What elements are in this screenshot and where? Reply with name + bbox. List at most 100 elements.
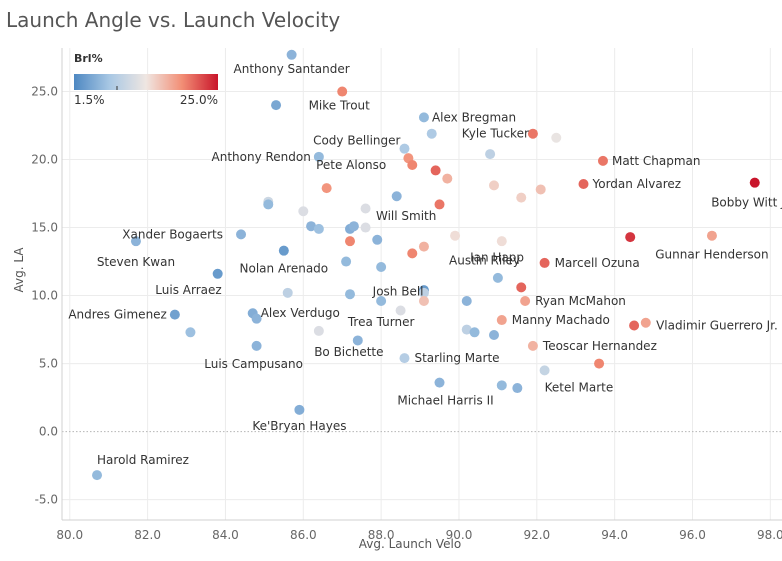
x-tick-label: 94.0 (601, 528, 628, 542)
data-point (434, 377, 445, 388)
point-label: Ketel Marte (545, 380, 614, 394)
data-point (345, 236, 355, 247)
data-point (418, 296, 429, 307)
data-point (130, 236, 141, 247)
point-label: Anthony Santander (234, 62, 350, 76)
color-legend: Brl% 1.5% 25.0% (74, 52, 218, 107)
data-point (706, 230, 717, 241)
point-label: Andres Gimenez (68, 308, 167, 322)
point-labels: Anthony Santander Mike Trout Alex Bregman K… (68, 62, 782, 467)
data-point (376, 296, 387, 307)
x-tick-label: 98.0 (757, 528, 782, 542)
point-label: Luis Campusano (204, 357, 303, 371)
data-point (496, 315, 507, 326)
point-label: Nolan Arenado (240, 262, 329, 276)
grid (61, 48, 782, 521)
data-point (263, 199, 274, 210)
point-label: Kyle Tucker (462, 127, 529, 141)
x-tick-label: 84.0 (212, 528, 239, 542)
y-tick-label: 25.0 (31, 85, 58, 99)
data-point (578, 179, 589, 190)
data-point (298, 206, 309, 217)
data-point (360, 222, 371, 233)
legend-color-ramp (74, 74, 218, 90)
x-tick-label: 92.0 (523, 528, 550, 542)
point-label: Michael Harris II (397, 394, 493, 408)
data-point (278, 245, 289, 256)
data-point (352, 335, 363, 346)
point-label: Bobby Witt Jr. (711, 196, 782, 210)
data-point (489, 330, 499, 341)
y-tick-label: 5.0 (39, 357, 58, 371)
chart-title: Launch Angle vs. Launch Velocity (6, 8, 340, 32)
data-point (341, 256, 352, 267)
data-point (625, 232, 636, 243)
data-point (313, 325, 324, 336)
x-tick-label: 90.0 (446, 528, 473, 542)
data-point (597, 155, 608, 166)
data-point (516, 282, 527, 293)
data-point (395, 305, 406, 316)
data-point (629, 320, 640, 331)
data-point (434, 199, 445, 210)
axis-ticks: 80.0 82.0 84.0 86.0 88.0 90.0 92.0 94.0 96.0 98.0… (31, 85, 782, 542)
x-tick-label: 82.0 (134, 528, 161, 542)
data-point (418, 112, 429, 123)
x-tick-label: 80.0 (56, 528, 83, 542)
data-point (496, 380, 507, 391)
data-point (399, 143, 410, 154)
x-axis-title: Avg. Launch Velo (359, 537, 461, 551)
data-point (418, 287, 429, 298)
point-label: Harold Ramirez (97, 453, 189, 467)
data-point (594, 358, 605, 369)
data-point (535, 184, 546, 195)
point-label: Ian Happ (470, 251, 524, 265)
data-point (399, 353, 410, 364)
data-point (496, 236, 507, 247)
data-point (92, 470, 103, 481)
data-point (345, 289, 355, 300)
data-point (527, 340, 538, 351)
data-point (376, 261, 387, 272)
data-point (313, 223, 324, 234)
legend-title: Brl% (74, 52, 103, 65)
x-tick-label: 96.0 (679, 528, 706, 542)
data-point (212, 268, 223, 279)
point-label: Starling Marte (414, 351, 499, 365)
point-label: Josh Bell (372, 285, 424, 299)
point-label: Trea Turner (347, 315, 415, 329)
data-point (169, 309, 180, 320)
data-point (236, 229, 247, 240)
data-point (520, 296, 531, 307)
data-point (426, 128, 437, 139)
data-point (313, 151, 324, 162)
data-point (321, 183, 332, 194)
point-label: Marcell Ozuna (555, 256, 640, 270)
data-point (512, 383, 523, 394)
y-tick-label: 10.0 (31, 289, 58, 303)
x-tick-label: 86.0 (290, 528, 317, 542)
point-label: Ryan McMahon (535, 294, 626, 308)
data-point (492, 272, 503, 283)
point-label: Manny Machado (512, 313, 610, 327)
data-point (489, 180, 499, 191)
data-point (461, 324, 472, 335)
point-label: Teoscar Hernandez (542, 339, 657, 353)
data-point (407, 248, 418, 259)
data-point (251, 313, 262, 324)
data-point (539, 257, 550, 268)
data-point (337, 86, 348, 97)
y-tick-label: 20.0 (31, 153, 58, 167)
legend-min-label: 1.5% (74, 93, 105, 107)
data-point (348, 221, 359, 232)
data-point (282, 287, 293, 298)
y-tick-label: -5.0 (35, 493, 58, 507)
point-label: Mike Trout (309, 99, 371, 113)
y-axis-title: Avg. LA (12, 247, 26, 293)
x-tick-label: 88.0 (368, 528, 395, 542)
point-label: Ke'Bryan Hayes (252, 419, 346, 433)
legend-max-label: 25.0% (180, 93, 218, 107)
data-point (485, 149, 496, 160)
data-point (360, 203, 371, 214)
